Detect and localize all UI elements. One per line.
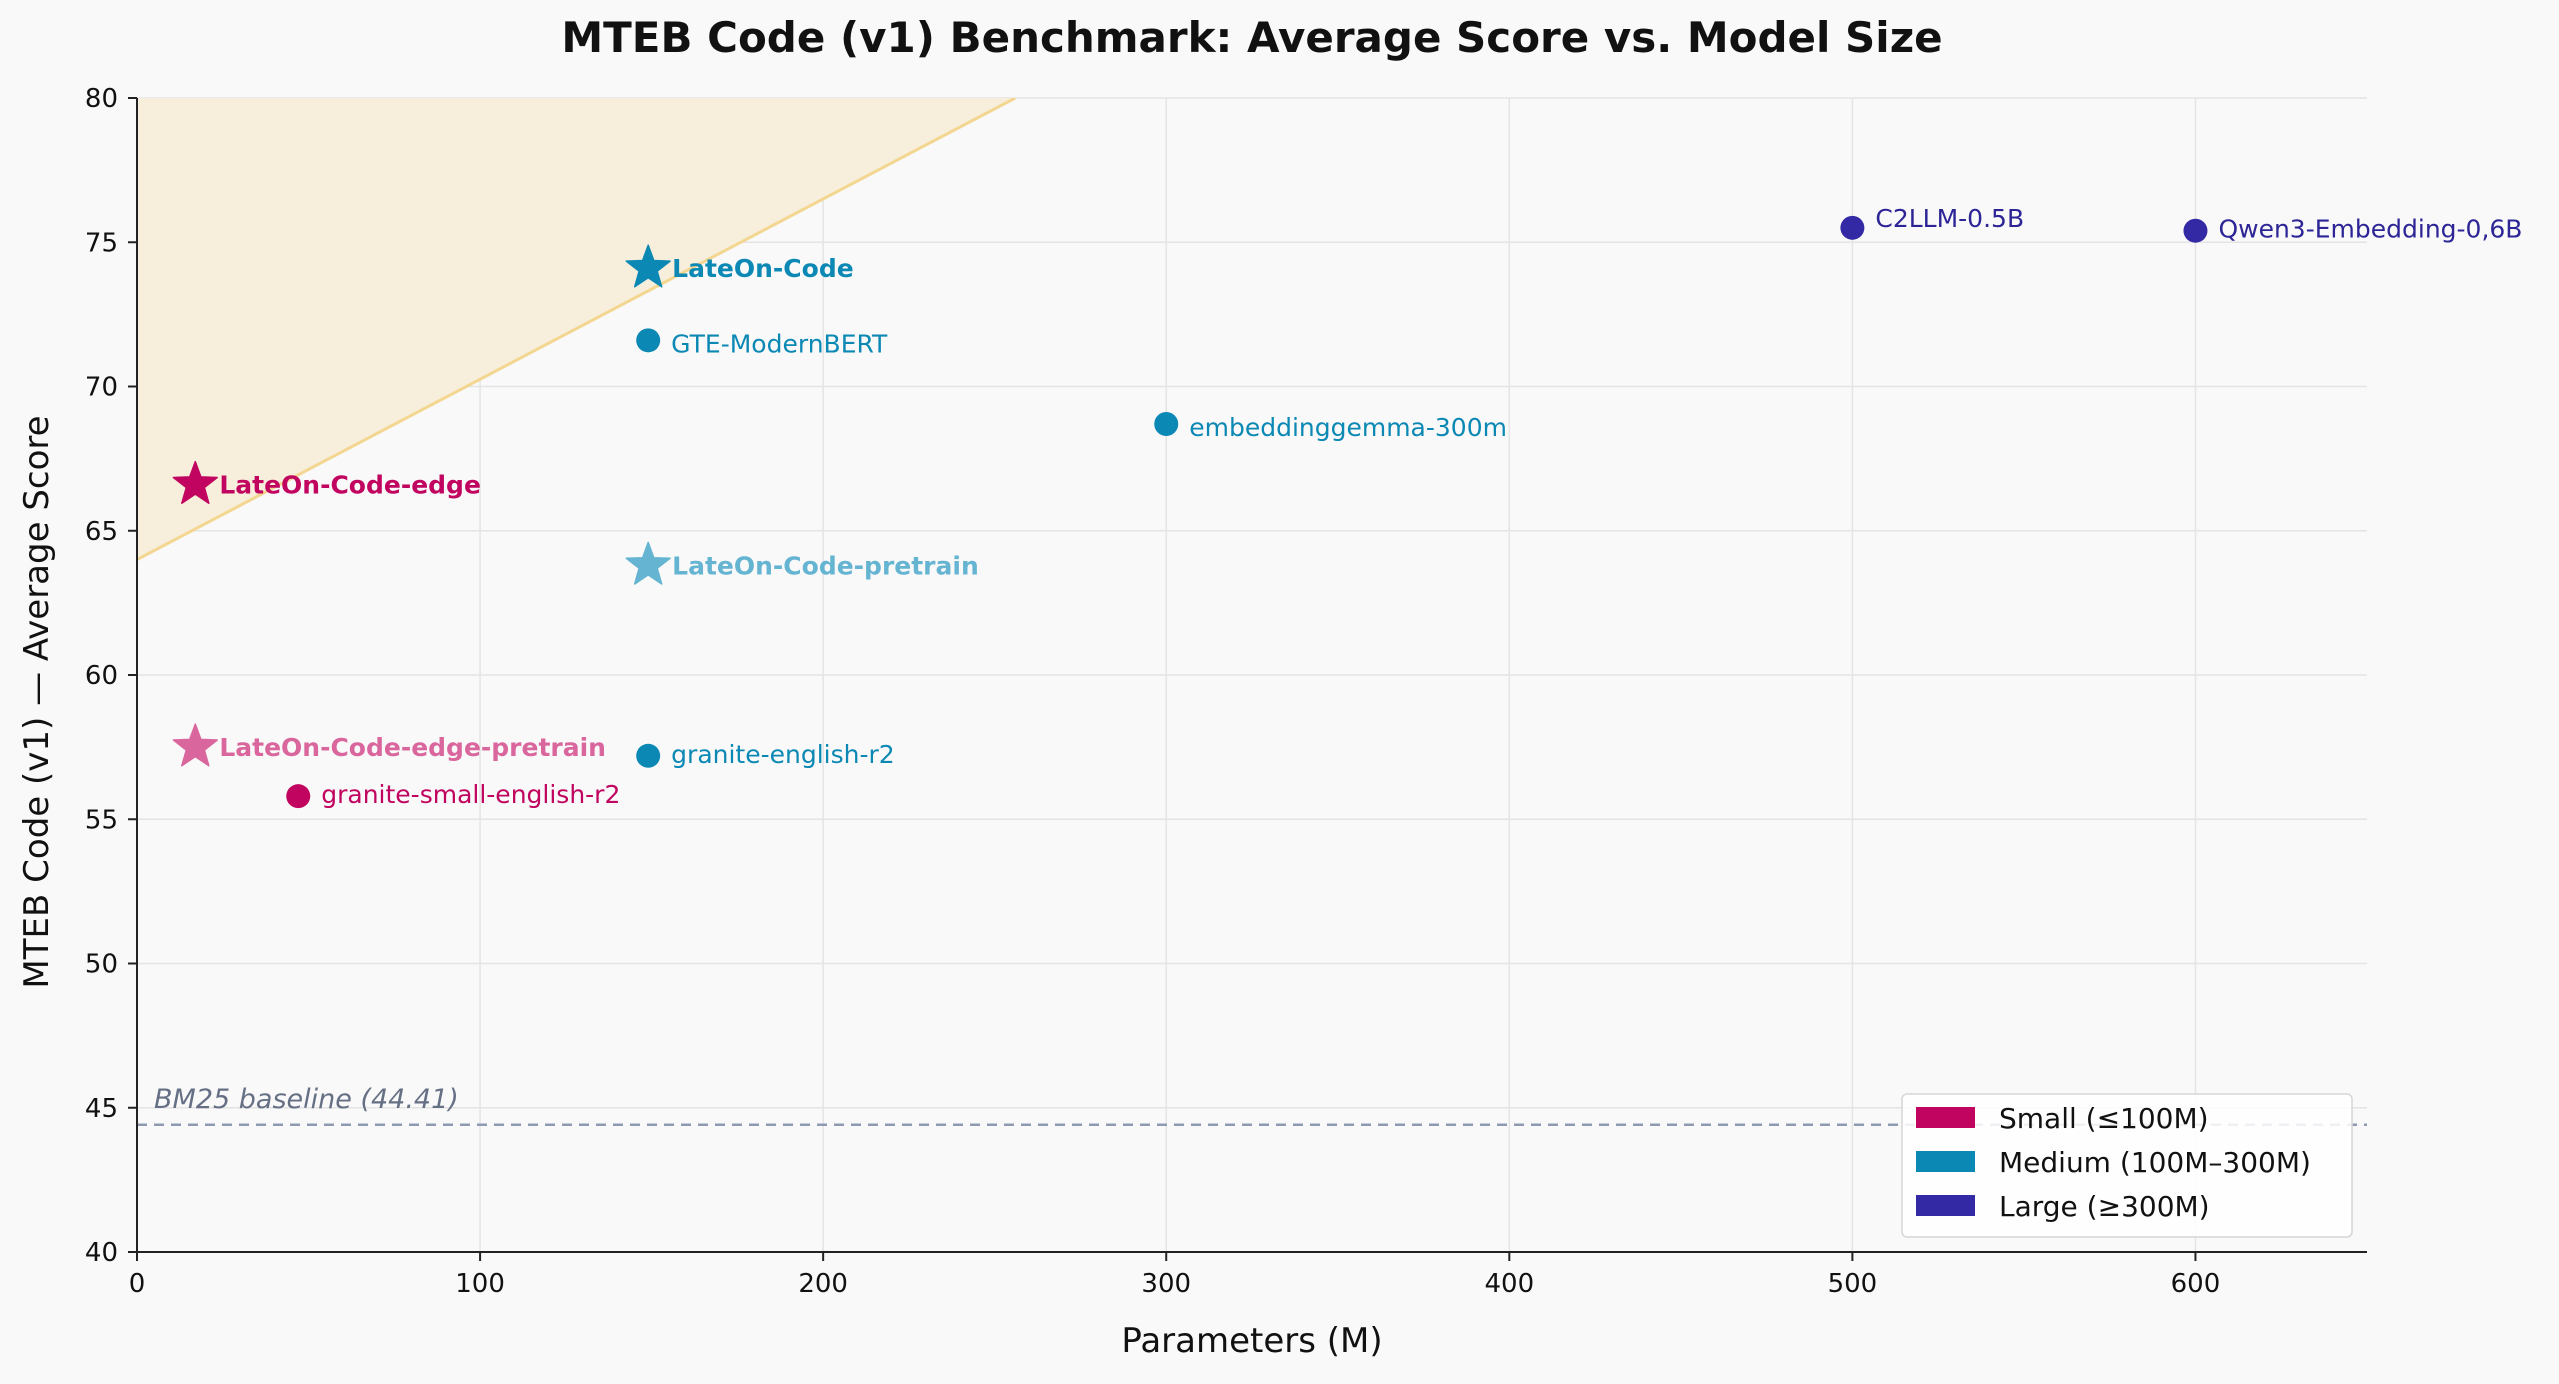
- legend-label: Medium (100M–300M): [1999, 1146, 2311, 1179]
- y-tick-label: 65: [85, 517, 118, 547]
- circle-marker: [286, 784, 311, 809]
- y-tick-label: 50: [85, 950, 118, 980]
- star-marker: [625, 541, 671, 585]
- point-label: Qwen3-Embedding-0,6B: [2218, 215, 2522, 244]
- legend-swatch: [1916, 1151, 1975, 1172]
- point-label: GTE-ModernBERT: [671, 329, 888, 358]
- frontier-line: [137, 98, 1016, 561]
- y-axis-label: MTEB Code (v1) — Average Score: [17, 415, 57, 988]
- point-label: granite-english-r2: [671, 740, 895, 769]
- chart-title: MTEB Code (v1) Benchmark: Average Score …: [561, 13, 1942, 62]
- point-label: LateOn-Code-pretrain: [672, 551, 979, 580]
- circle-marker: [636, 328, 661, 353]
- x-tick-label: 500: [1828, 1269, 1878, 1299]
- point-label: LateOn-Code-edge-pretrain: [219, 733, 606, 762]
- legend: Small (≤100M) Medium (100M–300M) Large (≥3…: [1901, 1093, 2353, 1238]
- point-label: C2LLM-0.5B: [1875, 204, 2024, 233]
- point-label: granite-small-english-r2: [321, 780, 620, 809]
- point-label: LateOn-Code: [672, 254, 854, 283]
- x-tick-label: 300: [1141, 1269, 1191, 1299]
- x-tick-label: 200: [798, 1269, 848, 1299]
- star-marker: [625, 244, 671, 288]
- y-tick-label: 40: [85, 1238, 118, 1268]
- circle-marker: [1154, 412, 1179, 437]
- baseline-label: BM25 baseline (44.41): [154, 1084, 459, 1115]
- y-tick-label: 75: [85, 228, 118, 258]
- x-tick-label: 0: [129, 1269, 146, 1299]
- x-tick-label: 400: [1484, 1269, 1534, 1299]
- y-tick-label: 70: [85, 373, 118, 403]
- plot-area: BM25 baseline (44.41) 0 100 200 300 400 500 600…: [85, 84, 2523, 1299]
- star-marker: [172, 723, 218, 767]
- x-axis-label: Parameters (M): [1121, 1321, 1382, 1361]
- star-marker: [172, 460, 218, 504]
- legend-swatch: [1916, 1195, 1975, 1216]
- circle-marker: [636, 743, 661, 768]
- legend-label: Small (≤100M): [1999, 1102, 2209, 1135]
- circle-marker: [2183, 218, 2208, 243]
- y-tick-label: 60: [85, 661, 118, 691]
- point-label: embeddinggemma-300m: [1189, 413, 1507, 442]
- circle-marker: [1840, 215, 1865, 240]
- point-label: LateOn-Code-edge: [219, 471, 481, 500]
- x-tick-label: 100: [455, 1269, 505, 1299]
- legend-swatch: [1916, 1107, 1975, 1128]
- x-tick-label: 600: [2171, 1269, 2221, 1299]
- y-tick-label: 55: [85, 805, 118, 835]
- legend-label: Large (≥300M): [1999, 1190, 2210, 1223]
- y-tick-label: 80: [85, 84, 118, 114]
- legend-box: [1901, 1093, 2353, 1238]
- y-tick-label: 45: [85, 1094, 118, 1124]
